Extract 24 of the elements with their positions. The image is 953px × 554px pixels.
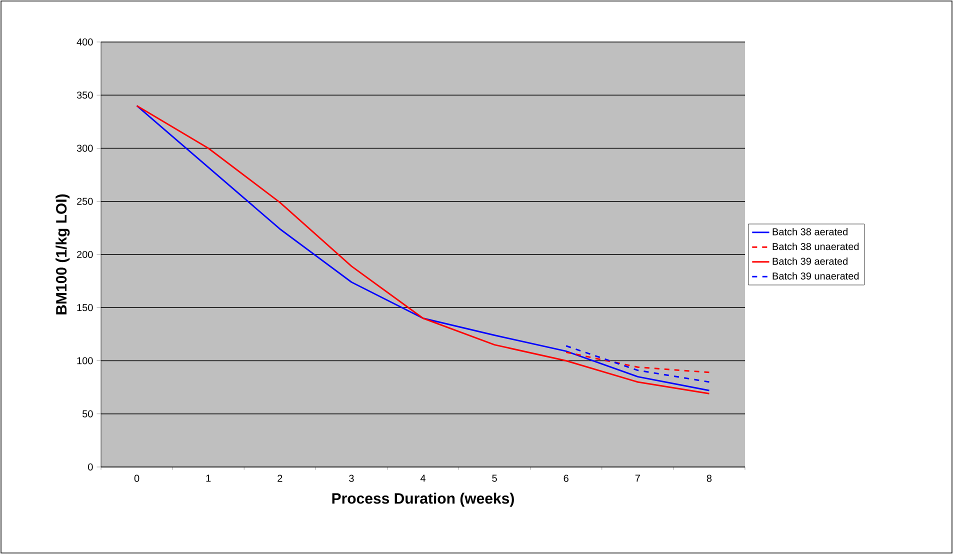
- x-tick-label: 7: [635, 474, 640, 482]
- legend-label: Batch 38 aerated: [772, 228, 848, 236]
- y-axis-title: BM100 (1/kg LOI): [56, 194, 70, 314]
- x-tick-label: 1: [206, 474, 211, 482]
- x-axis-title: Process Duration (weeks): [332, 492, 514, 507]
- x-tick-label: 3: [349, 474, 354, 482]
- y-tick-label: 100: [77, 357, 93, 364]
- y-tick-label: 250: [77, 198, 93, 205]
- x-tick-label: 4: [420, 474, 426, 482]
- y-tick-label: 400: [76, 38, 93, 46]
- y-tick-label: 200: [77, 250, 93, 258]
- y-tick-label: 50: [82, 410, 93, 418]
- legend-label: Batch 38 unaerated: [772, 242, 859, 250]
- y-tick-label: 350: [76, 92, 93, 99]
- x-tick-label: 6: [564, 474, 568, 482]
- legend-label: Batch 39 unaerated: [772, 272, 859, 280]
- x-tick-label: 0: [134, 474, 140, 482]
- y-tick-label: 0: [88, 463, 93, 471]
- x-tick-label: 2: [278, 474, 282, 482]
- x-tick-label: 8: [706, 474, 712, 482]
- y-tick-label: 150: [77, 304, 93, 312]
- legend-label: Batch 39 aerated: [772, 257, 848, 265]
- x-tick-label: 5: [492, 474, 497, 482]
- y-tick-label: 300: [76, 144, 93, 152]
